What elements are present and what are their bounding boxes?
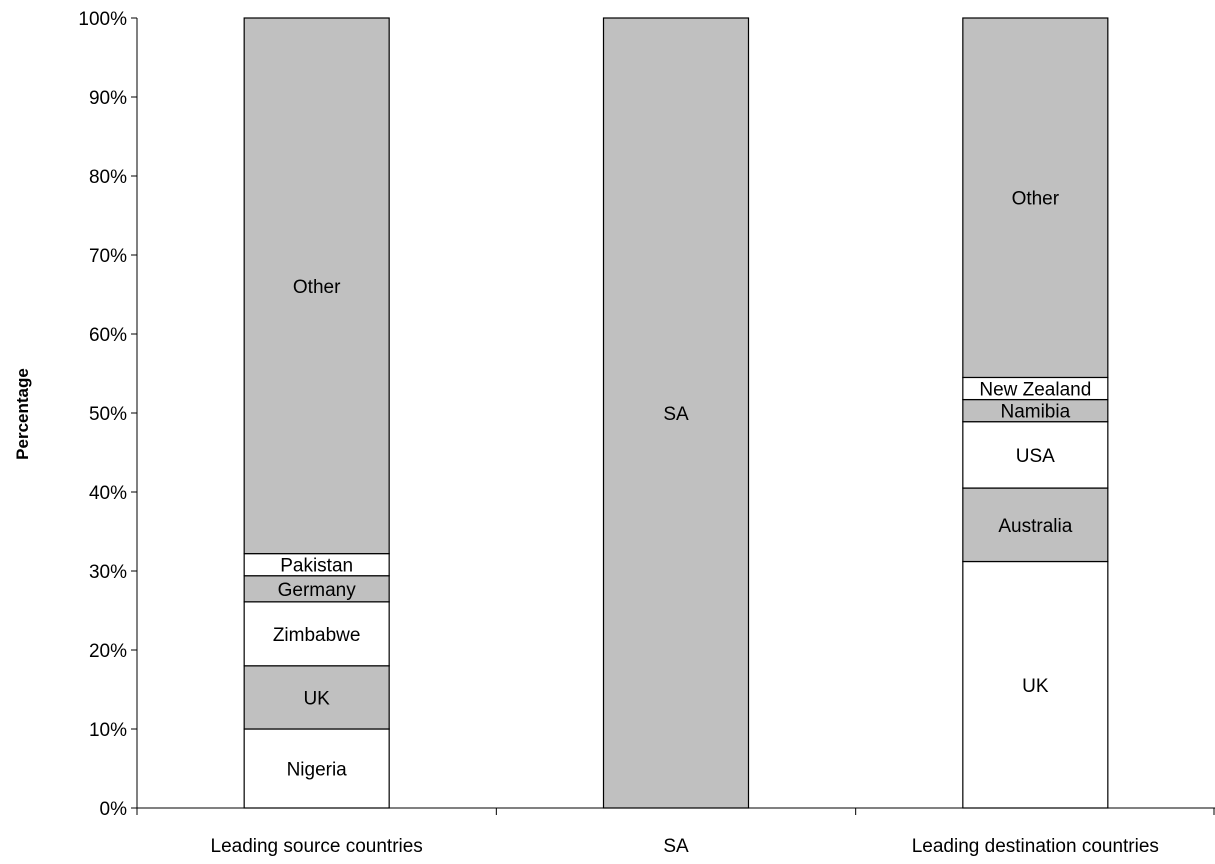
y-tick-label: 30% (89, 562, 127, 583)
segment-label: Namibia (1000, 402, 1070, 423)
segment-label: Australia (998, 516, 1072, 537)
bar-segment (962, 17, 1109, 379)
segment-label: Germany (278, 580, 357, 601)
y-tick-label: 0% (100, 799, 128, 820)
bar-segment (243, 17, 390, 555)
segment-label: USA (1016, 446, 1055, 467)
bar-segment (962, 487, 1109, 563)
x-category-label: Leading source countries (211, 836, 423, 857)
bar-segment (243, 575, 390, 603)
segment-label: UK (1022, 676, 1049, 697)
y-axis: 0% 10% 20% 30% 40% 50% 60% 70% 80% 90% 100% (78, 9, 138, 820)
y-tick-label: 80% (89, 167, 127, 188)
y-tick-label: 90% (89, 88, 127, 109)
y-tick-label: 10% (89, 720, 127, 741)
segment-label: Nigeria (287, 760, 348, 781)
y-tick-label: 50% (89, 404, 127, 425)
segment-label: New Zealand (979, 380, 1091, 401)
y-tick-label: 40% (89, 483, 127, 504)
bars: Nigeria UK Zimbabwe Germany Pakistan Other SA U… (243, 17, 1109, 809)
bar-segment (243, 601, 390, 667)
segment-label: Pakistan (280, 556, 353, 577)
segment-label: Zimbabwe (273, 625, 361, 646)
x-axis: Leading source countries SA Leading destin… (136, 807, 1215, 857)
y-axis-title: Percentage (13, 368, 32, 460)
bar-segment (602, 17, 750, 809)
x-category-label: SA (663, 836, 689, 857)
bar-segment (962, 560, 1109, 809)
segment-label: UK (303, 688, 330, 709)
y-tick-label: 60% (89, 325, 127, 346)
y-tick-label: 70% (89, 246, 127, 267)
y-tick-label: 100% (78, 9, 127, 30)
bar-segment (962, 421, 1109, 489)
segment-label: Other (1012, 189, 1060, 210)
segment-label: Other (293, 277, 341, 298)
segment-label: SA (663, 404, 689, 425)
y-tick-label: 20% (89, 641, 127, 662)
bar-segment (243, 728, 390, 809)
x-category-label: Leading destination countries (912, 836, 1159, 857)
bar-segment (243, 665, 390, 730)
